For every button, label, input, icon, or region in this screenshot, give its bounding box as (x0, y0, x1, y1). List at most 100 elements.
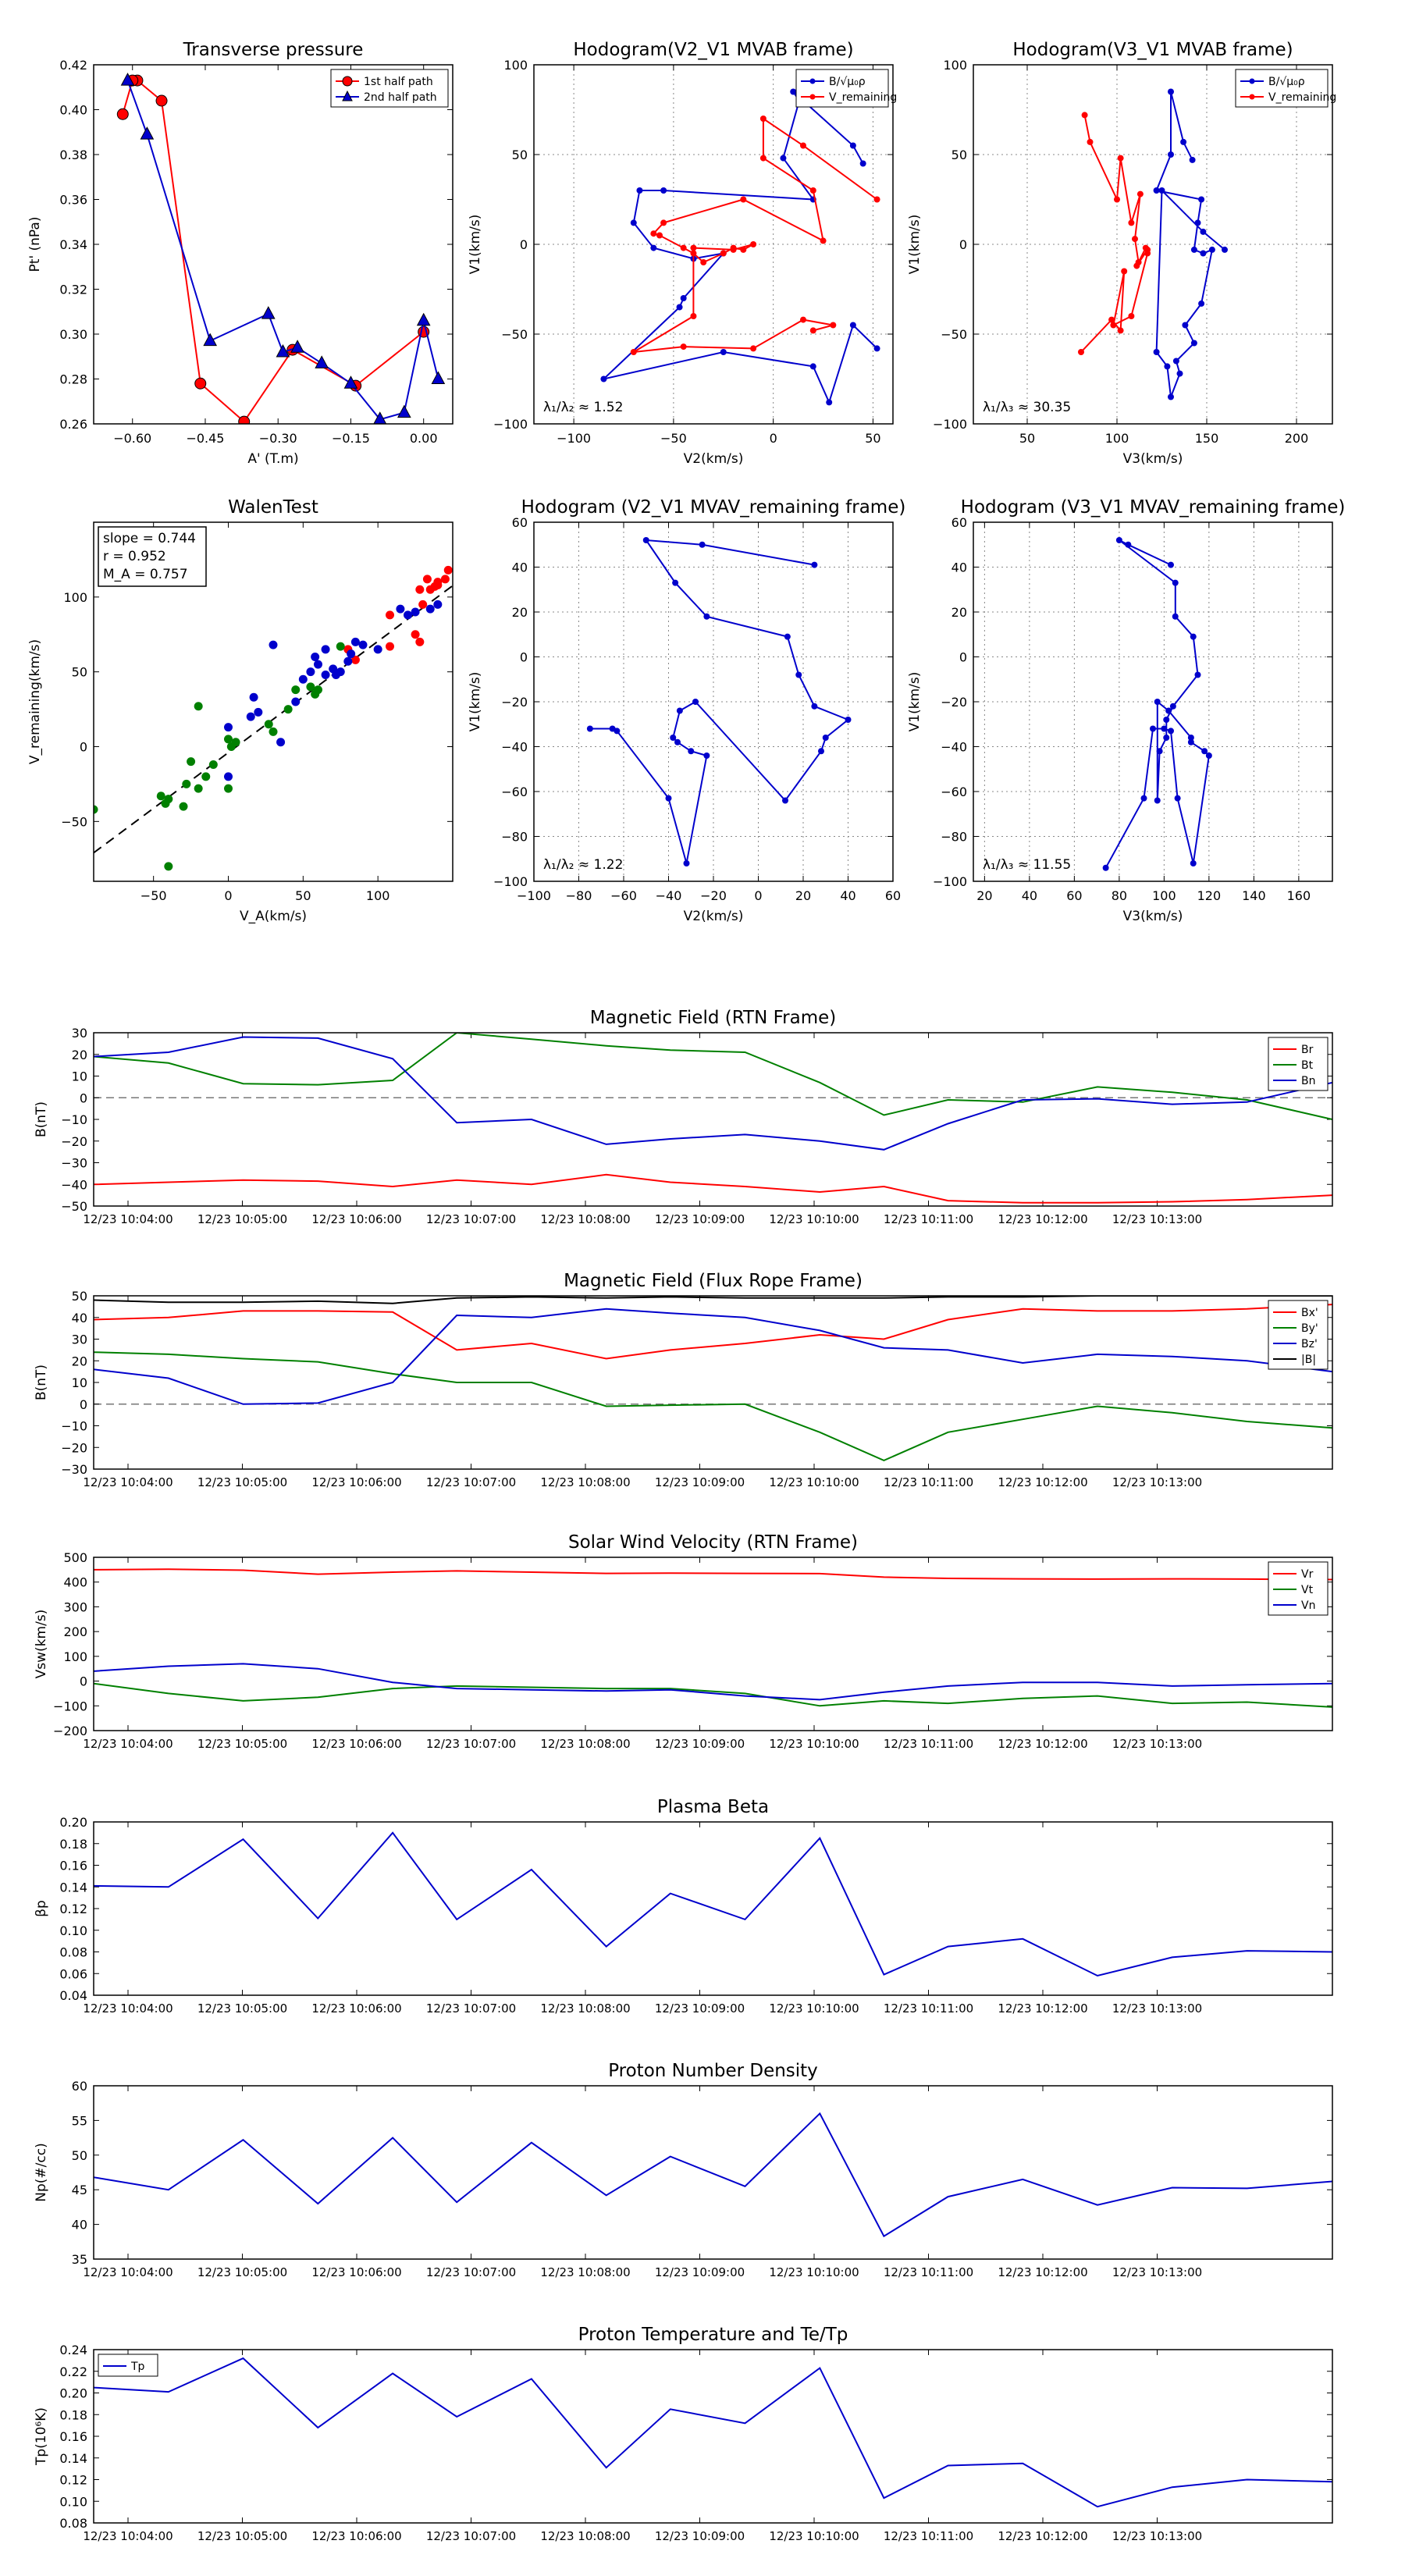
data-point (780, 155, 787, 162)
data-point (194, 702, 203, 711)
data-point (1150, 725, 1156, 732)
chart-beta: Plasma Beta 0.04 0.06 0.08 0.10 0.12 0.14 0.16 0… (34, 1797, 1333, 2016)
y-tick-label: 50 (72, 1289, 87, 1304)
axes-frame (533, 521, 894, 882)
data-point (1198, 196, 1205, 203)
y-tick-label: −60 (941, 785, 967, 799)
x-tick-label: 0.00 (410, 431, 438, 446)
axes-frame (93, 2349, 1333, 2524)
data-point (720, 250, 727, 257)
x-tick-label: 12/23 10:06:00 (311, 2265, 401, 2279)
x-tick-label: 20 (795, 888, 811, 903)
data-point (321, 645, 330, 654)
y-tick-label: 0 (520, 237, 528, 252)
data-point (1168, 561, 1174, 568)
data-point (224, 784, 233, 793)
data-point (194, 377, 207, 390)
data-point (440, 575, 450, 584)
data-point (1194, 219, 1201, 226)
data-point (306, 682, 315, 692)
x-tick-label: −60 (610, 888, 637, 903)
plot-area (586, 537, 852, 866)
legend: B/√μ₀ρ V_remaining (795, 69, 897, 108)
x-tick-label: 12/23 10:06:00 (311, 1212, 401, 1226)
data-point (411, 607, 420, 617)
data-point (1187, 738, 1194, 745)
x-tick-label: 12/23 10:09:00 (655, 1737, 745, 1751)
legend-label: Br (1301, 1044, 1314, 1056)
x-axis-label: V_A(km/s) (240, 909, 307, 924)
axes-frame (93, 1032, 1333, 1207)
y-tick-label: 10 (72, 1375, 87, 1390)
legend: Bx' By' Bz' |B| (1268, 1300, 1329, 1370)
series-line-B (94, 1296, 1332, 1304)
x-tick-label: 140 (1242, 888, 1266, 903)
x-tick-label: 12/23 10:12:00 (998, 1212, 1087, 1226)
y-tick-label: −30 (61, 1156, 87, 1171)
series-line-p (94, 1831, 1332, 1977)
data-point (443, 565, 453, 575)
y-axis-label: V1(km/s) (468, 215, 483, 275)
data-point (809, 187, 816, 194)
x-tick-label: 12/23 10:07:00 (426, 2001, 516, 2016)
legend-label: V_remaining (1268, 91, 1336, 104)
data-point (1190, 860, 1197, 866)
legend-box (1235, 69, 1329, 108)
legend: Tp (98, 2354, 158, 2377)
chart-title: Hodogram (V3_V1 MVAV_remaining frame) (961, 497, 1346, 518)
data-point (1081, 112, 1088, 119)
y-tick-label: 0.20 (59, 1815, 87, 1830)
y-axis-label: Vsw(km/s) (34, 1610, 49, 1679)
y-tick-label: 0.38 (59, 148, 87, 162)
plot-area (94, 1033, 1332, 1204)
y-tick-label: 400 (63, 1575, 87, 1590)
y-tick-label: −50 (501, 327, 528, 342)
data-point (680, 244, 687, 251)
data-point (1172, 358, 1179, 365)
y-tick-label: 0 (80, 740, 87, 755)
x-tick-label: 12/23 10:09:00 (655, 2001, 745, 2016)
y-tick-label: −100 (933, 417, 967, 432)
x-tick-label: 12/23 10:06:00 (311, 1475, 401, 1489)
y-tick-label: 0.30 (59, 327, 87, 342)
data-point (1189, 156, 1196, 163)
data-point (873, 345, 880, 352)
stats-line: r = 0.952 (103, 549, 166, 564)
data-point (1168, 151, 1174, 158)
y-tick-label: 0.32 (59, 283, 87, 297)
stats-line: slope = 0.744 (103, 531, 196, 546)
y-tick-label: 20 (72, 1354, 87, 1368)
x-tick-label: 12/23 10:12:00 (998, 1475, 1087, 1489)
y-axis-label: Np(#/cc) (34, 2143, 49, 2201)
data-point (784, 633, 791, 640)
data-point (1190, 633, 1197, 640)
x-tick-label: 12/23 10:09:00 (655, 2265, 745, 2279)
x-tick-label: 12/23 10:07:00 (426, 2529, 516, 2543)
data-point (350, 655, 360, 664)
x-tick-label: 12/23 10:12:00 (998, 2529, 1087, 2543)
chart-title: Plasma Beta (657, 1797, 769, 1817)
data-point (1180, 138, 1187, 145)
chart-h3: Hodogram (V2_V1 MVAV_remaining frame) −10… (468, 497, 905, 924)
x-tick-label: 0 (754, 888, 762, 903)
y-tick-label: −100 (933, 874, 967, 889)
data-point (1164, 363, 1171, 370)
x-tick-label: 60 (1066, 888, 1082, 903)
y-tick-label: 300 (63, 1599, 87, 1614)
data-point (1208, 246, 1215, 253)
x-tick-label: 12/23 10:10:00 (769, 1475, 859, 1489)
data-point (269, 640, 278, 649)
y-tick-label: 0.18 (59, 1837, 87, 1852)
data-point (1174, 795, 1181, 802)
data-point (1128, 313, 1135, 319)
axes-frame (93, 1557, 1333, 1731)
data-point (1169, 703, 1176, 710)
series-line-Bz (94, 1308, 1332, 1405)
chart-np: Proton Number Density 35 40 45 50 55 60 12/23 1… (34, 2061, 1333, 2279)
chart-title: Magnetic Field (RTN Frame) (590, 1008, 837, 1028)
data-point (276, 343, 290, 358)
y-tick-label: 50 (72, 2148, 87, 2163)
x-tick-label: 12/23 10:07:00 (426, 1475, 516, 1489)
x-tick-label: 12/23 10:11:00 (884, 2265, 973, 2279)
data-point (254, 707, 263, 717)
